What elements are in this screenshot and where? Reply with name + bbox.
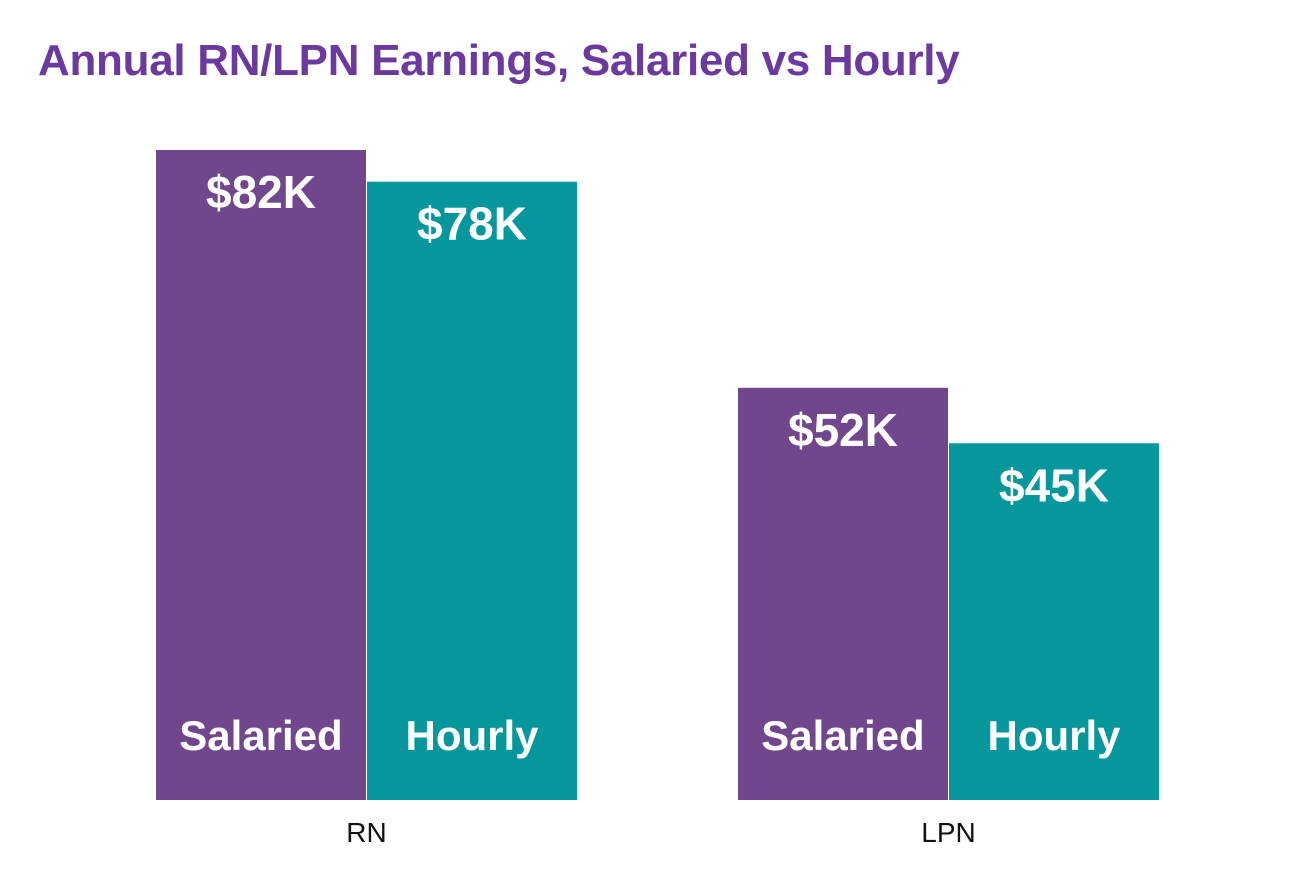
bar-series-label-lpn-hourly: Hourly: [987, 712, 1121, 759]
bar-series-label-lpn-salaried: Salaried: [761, 712, 924, 759]
bar-lpn-salaried: [738, 387, 948, 800]
bar-rn-salaried: [156, 150, 366, 800]
bar-value-label-lpn-hourly: $45K: [999, 459, 1109, 511]
bar-rn-hourly: [367, 181, 577, 800]
bar-value-label-rn-hourly: $78K: [417, 198, 527, 250]
chart-title: Annual RN/LPN Earnings, Salaried vs Hour…: [38, 36, 960, 85]
bar-series-label-rn-hourly: Hourly: [405, 712, 539, 759]
bar-series-label-rn-salaried: Salaried: [179, 712, 342, 759]
bar-value-label-rn-salaried: $82K: [206, 166, 316, 218]
bar-lpn-hourly: [949, 443, 1159, 800]
x-tick-label-rn: RN: [346, 817, 386, 848]
bar-value-label-lpn-salaried: $52K: [788, 404, 898, 456]
x-tick-label-lpn: LPN: [921, 817, 975, 848]
